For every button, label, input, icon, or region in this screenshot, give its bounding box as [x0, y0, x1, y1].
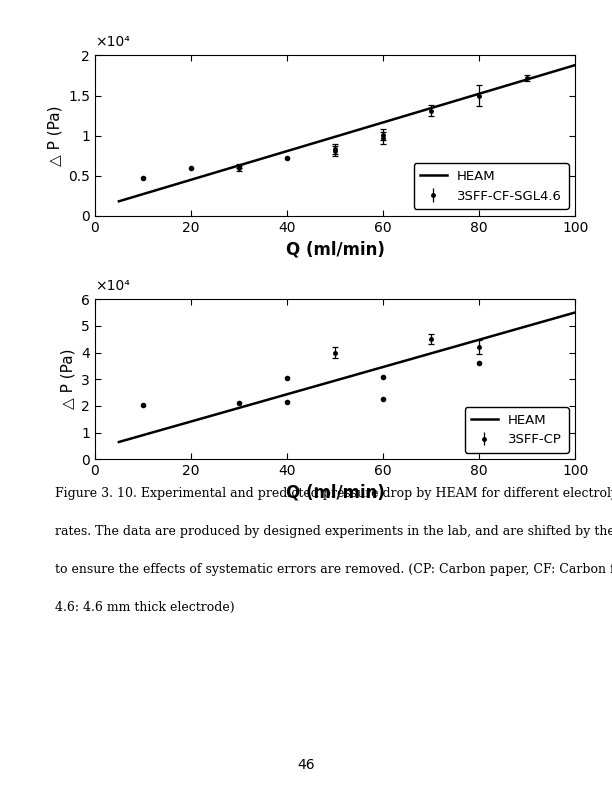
Y-axis label: △ P (Pa): △ P (Pa)	[61, 349, 75, 409]
Text: 4.6: 4.6 mm thick electrode): 4.6: 4.6 mm thick electrode)	[55, 601, 235, 614]
X-axis label: Q (ml/min): Q (ml/min)	[286, 240, 384, 258]
Y-axis label: △ P (Pa): △ P (Pa)	[48, 105, 62, 166]
Legend: HEAM, 3SFF-CP: HEAM, 3SFF-CP	[465, 407, 569, 453]
Text: Figure 3. 10. Experimental and predicted pressure drop by HEAM for different ele: Figure 3. 10. Experimental and predicted…	[55, 487, 612, 500]
Text: 46: 46	[297, 758, 315, 772]
Text: ×10⁴: ×10⁴	[95, 279, 130, 293]
Text: ×10⁴: ×10⁴	[95, 35, 130, 49]
Legend: HEAM, 3SFF-CF-SGL4.6: HEAM, 3SFF-CF-SGL4.6	[414, 163, 569, 209]
Text: to ensure the effects of systematic errors are removed. (CP: Carbon paper, CF: C: to ensure the effects of systematic erro…	[55, 563, 612, 576]
X-axis label: Q (ml/min): Q (ml/min)	[286, 484, 384, 502]
Text: rates. The data are produced by designed experiments in the lab, and are shifted: rates. The data are produced by designed…	[55, 525, 612, 538]
